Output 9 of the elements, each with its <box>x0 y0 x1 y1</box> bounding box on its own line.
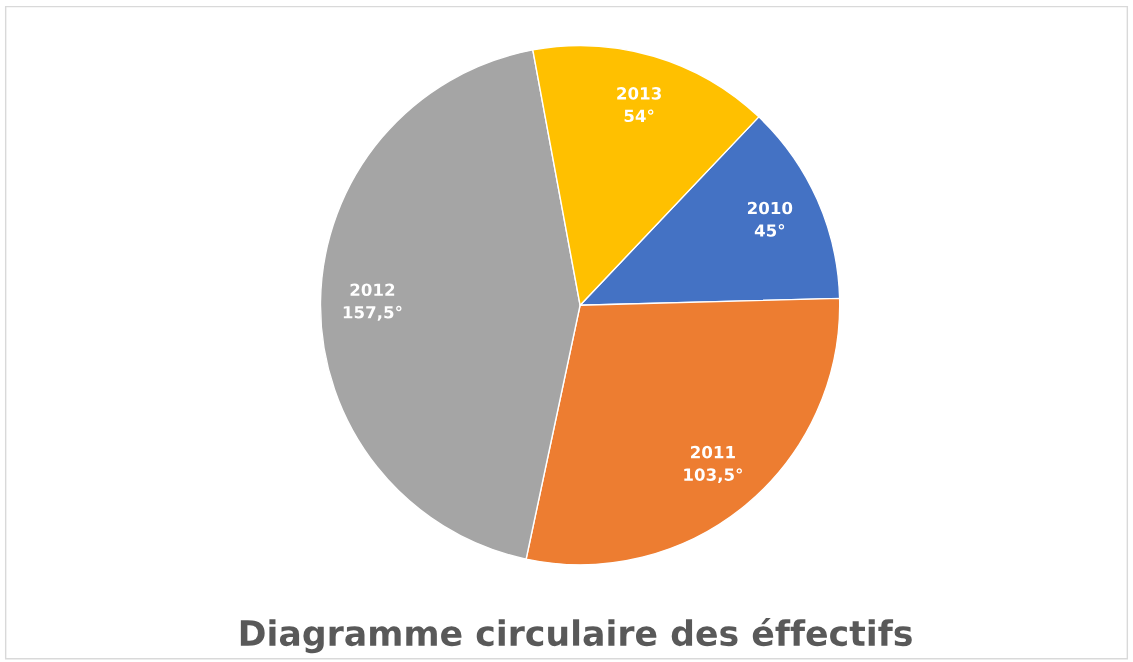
data-label: 54° <box>624 109 654 123</box>
data-label: 157,5° <box>343 305 402 321</box>
slice-label: 2011 <box>691 445 735 459</box>
slice-label: 2013 <box>617 87 661 100</box>
slice-label: 2012 <box>350 283 395 297</box>
text: Diagramme circulaire des éffectifs <box>240 617 912 654</box>
slice-label: 2010 <box>747 201 793 215</box>
data-label: 45° <box>754 224 785 237</box>
data-label: 103,5° <box>684 468 742 484</box>
